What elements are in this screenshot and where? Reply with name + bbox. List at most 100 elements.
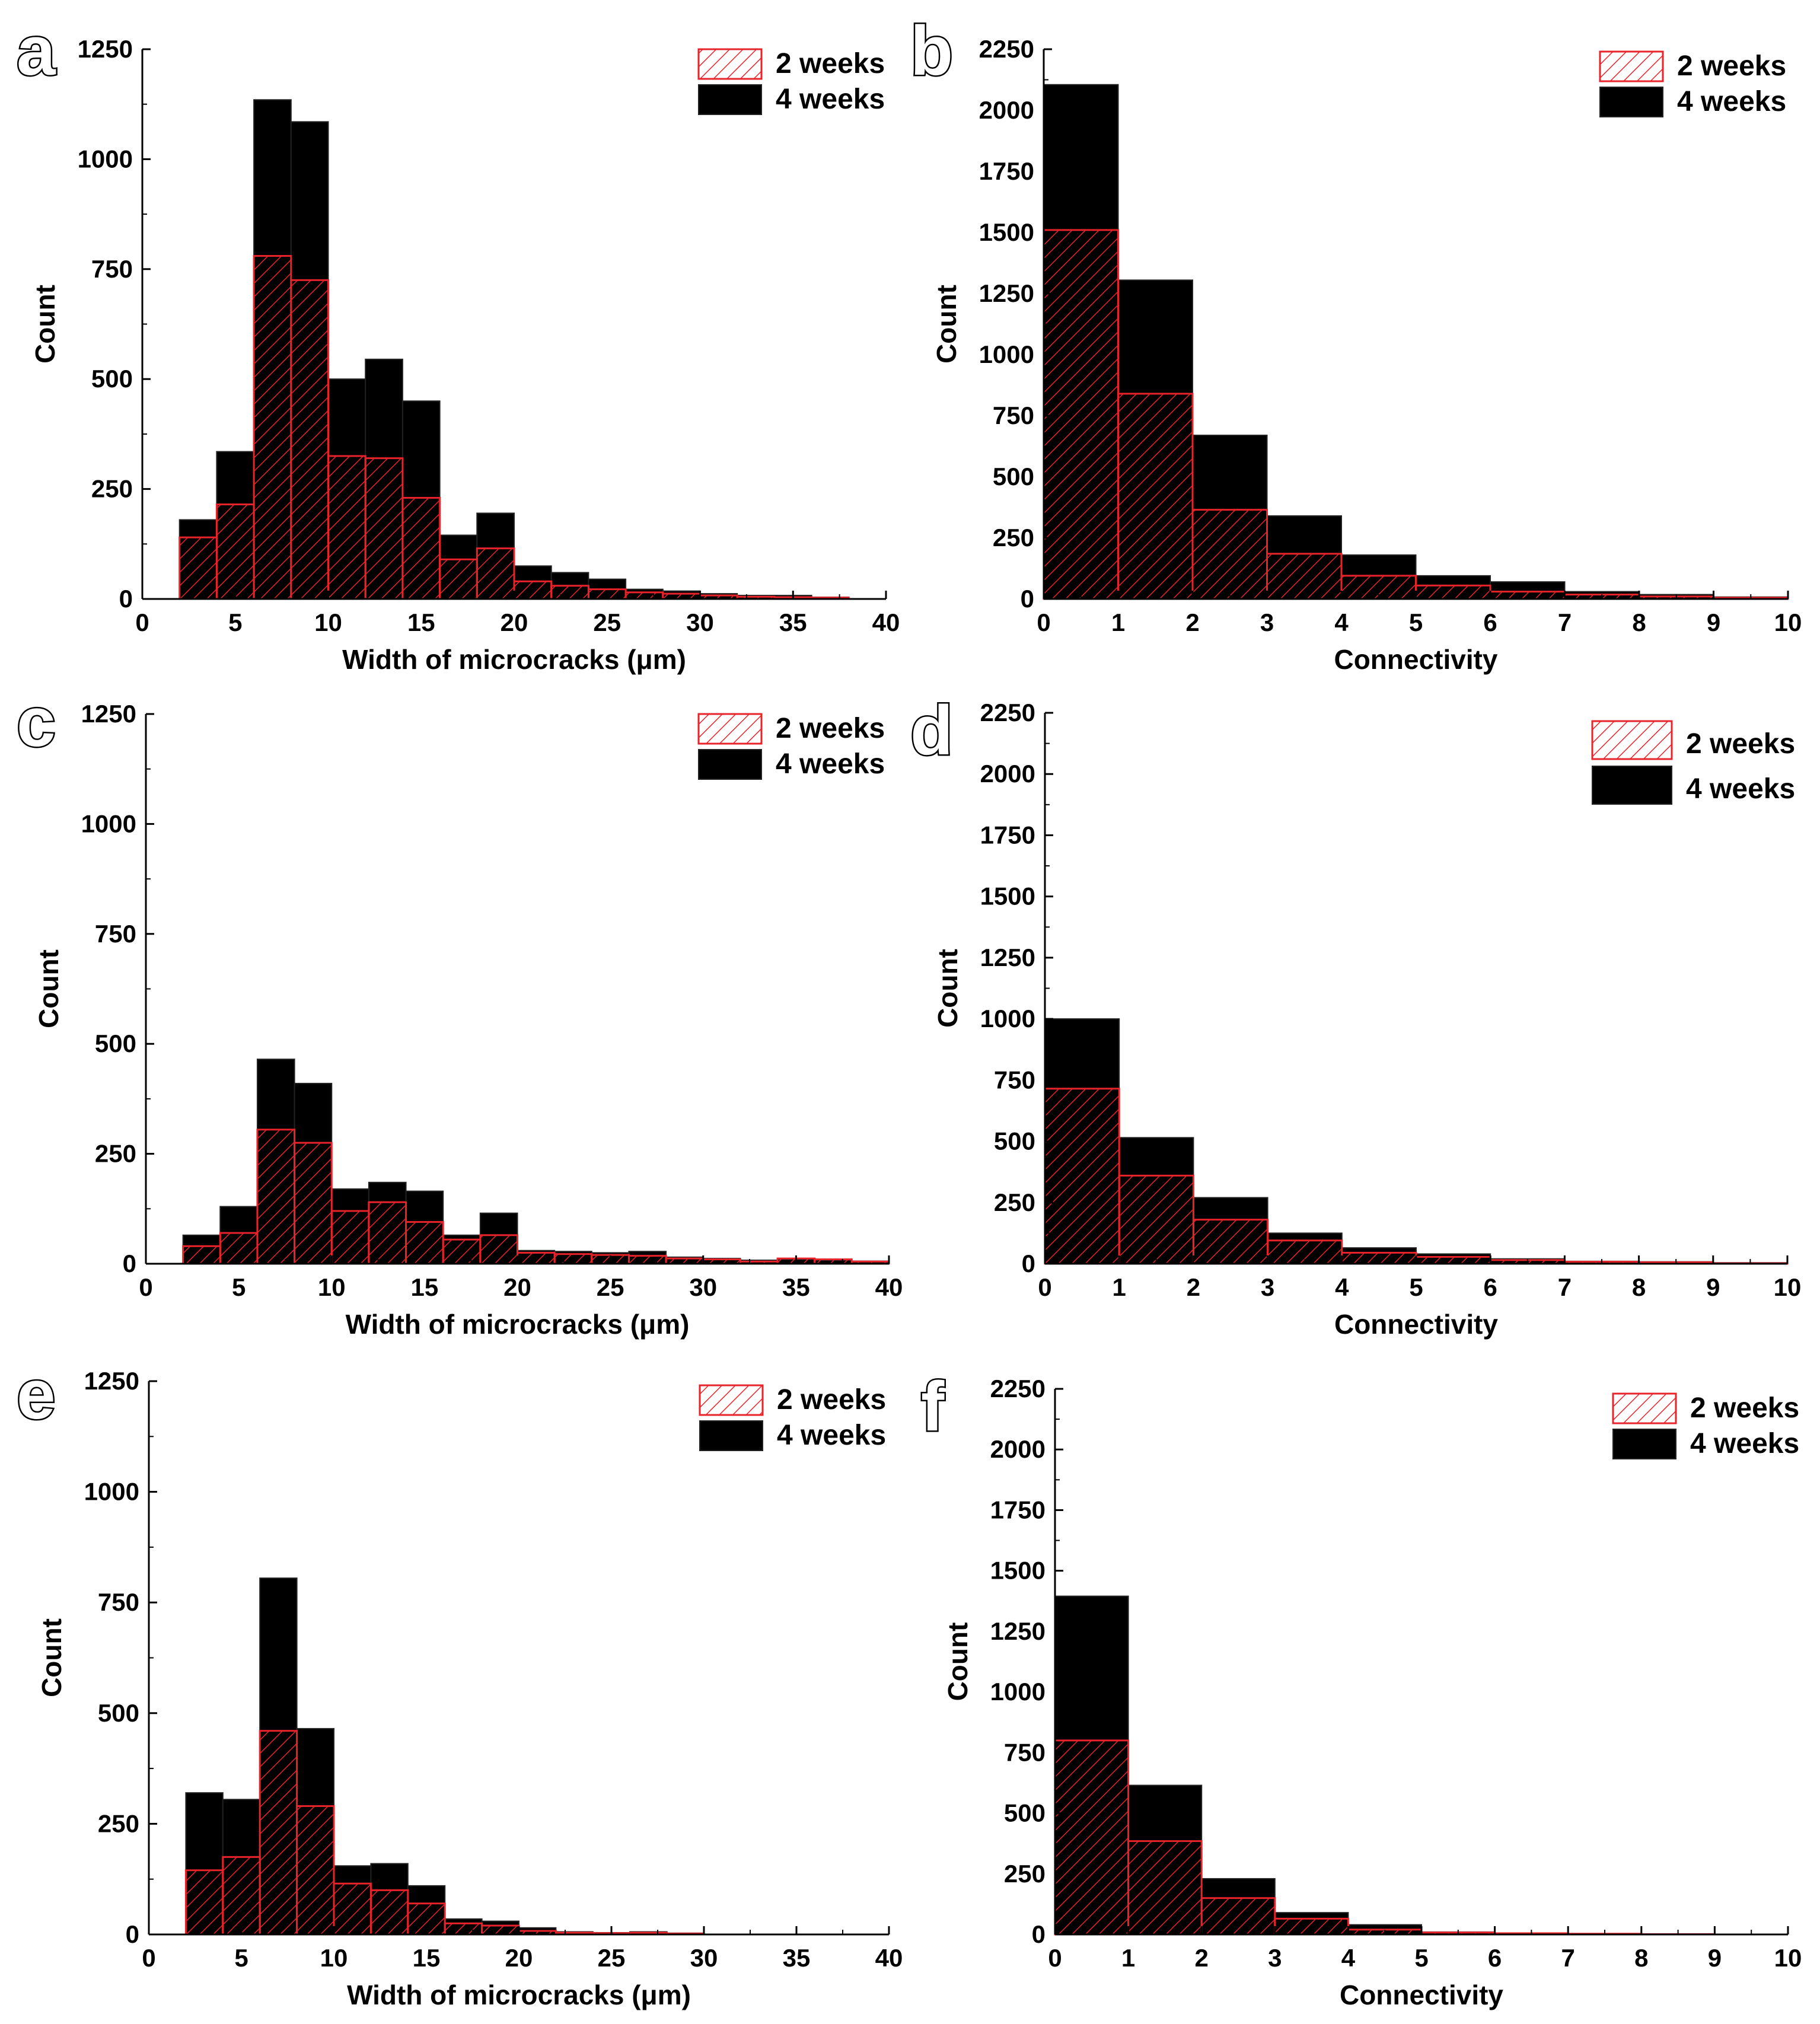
x-tick-label-b: 2: [1185, 608, 1199, 636]
legend-label-4weeks: 4 weeks: [1690, 1428, 1799, 1459]
bar-2weeks-a-8: [476, 547, 515, 600]
chart-panel-e: 0 250 500 750 1000 1250 0 5 10 15 20 25 30 35 40 Width …: [15, 1354, 903, 2011]
x-tick-label-b: 5: [1409, 608, 1423, 636]
x-tick-label-a: 25: [593, 608, 621, 636]
panel-label-e: e: [17, 1356, 56, 1434]
bar-2weeks-e-5: [369, 1889, 409, 1936]
x-axis-title-e: Width of microcracks (μm): [347, 1980, 691, 2010]
bar-2weeks-b-1: [1117, 393, 1194, 600]
y-tick-label-f: 500: [1004, 1799, 1046, 1827]
x-tick-label-c: 10: [318, 1273, 346, 1301]
bar-2weeks-e-8: [481, 1924, 520, 1936]
y-tick-label-c: 1000: [81, 809, 136, 837]
x-tick-label-d: 3: [1261, 1273, 1274, 1301]
x-axis-title-f: Connectivity: [1340, 1980, 1503, 2010]
x-axis-title-c: Width of microcracks (μm): [346, 1309, 690, 1340]
y-tick-label-d: 0: [1022, 1250, 1035, 1277]
bar-2weeks-e-2: [259, 1730, 298, 1936]
x-tick-label-f: 2: [1195, 1944, 1209, 1972]
bar-2weeks-a-1: [215, 503, 255, 600]
x-axis-title-a: Width of microcracks (μm): [342, 644, 686, 675]
y-tick-label-d: 500: [994, 1127, 1035, 1155]
x-tick-label-b: 4: [1334, 608, 1349, 636]
x-tick-label-e: 15: [413, 1944, 441, 1972]
x-tick-label-d: 9: [1706, 1273, 1720, 1301]
y-tick-label-e: 500: [98, 1699, 139, 1727]
x-axis-title-b: Connectivity: [1334, 644, 1497, 675]
y-tick-label-b: 750: [993, 401, 1034, 429]
bar-2weeks-b-3: [1266, 553, 1343, 600]
x-tick-label-c: 25: [597, 1273, 624, 1301]
x-axis-title-d: Connectivity: [1334, 1309, 1498, 1340]
x-tick-label-c: 0: [139, 1273, 152, 1301]
x-tick-label-b: 7: [1558, 608, 1572, 636]
bar-2weeks-d-2: [1192, 1219, 1269, 1265]
bar-2weeks-a-10: [550, 585, 589, 600]
x-tick-label-d: 2: [1187, 1273, 1200, 1301]
x-tick-label-b: 9: [1707, 608, 1720, 636]
bar-2weeks-a-9: [513, 580, 553, 600]
y-tick-label-e: 1250: [84, 1367, 139, 1395]
bar-2weeks-e-0: [184, 1869, 224, 1936]
panel-label-f: f: [921, 1368, 945, 1446]
x-tick-label-e: 30: [690, 1944, 718, 1972]
x-tick-label-f: 0: [1048, 1944, 1062, 1972]
legend-swatch-2weeks: [1612, 1392, 1677, 1424]
y-tick-label-c: 750: [95, 920, 136, 948]
x-tick-label-c: 15: [411, 1273, 439, 1301]
y-axis-title-e: Count: [36, 1618, 67, 1697]
bar-2weeks-c-7: [442, 1238, 482, 1265]
y-tick-label-d: 1750: [980, 821, 1035, 849]
bar-2weeks-c-12: [627, 1255, 667, 1265]
y-tick-label-a: 1000: [78, 145, 133, 173]
x-tick-label-a: 20: [501, 608, 528, 636]
y-tick-label-a: 500: [91, 365, 133, 393]
bar-2weeks-d-0: [1044, 1088, 1120, 1265]
x-tick-label-c: 5: [232, 1273, 246, 1301]
x-tick-label-f: 3: [1268, 1944, 1282, 1972]
bar-2weeks-a-12: [624, 591, 664, 600]
x-tick-label-f: 9: [1708, 1944, 1722, 1972]
y-tick-label-f: 750: [1004, 1738, 1046, 1766]
bar-2weeks-c-9: [517, 1251, 556, 1265]
legend-b: 2 weeks 4 weeks: [1599, 50, 1786, 117]
legend-swatch-2weeks: [697, 713, 763, 745]
y-tick-label-d: 1500: [980, 882, 1035, 910]
bar-2weeks-c-3: [294, 1142, 333, 1265]
chart-panel-d: 0 250 500 750 1000 1250 1500 1750 2000 2250 0 1 2 3 4 5…: [909, 690, 1802, 1340]
legend-a: 2 weeks 4 weeks: [697, 48, 885, 115]
y-tick-label-b: 1500: [979, 218, 1034, 246]
bar-2weeks-f-2: [1200, 1897, 1276, 1936]
legend-label-4weeks: 4 weeks: [777, 1420, 886, 1451]
x-tick-label-a: 35: [779, 608, 807, 636]
y-tick-label-f: 1250: [990, 1617, 1046, 1645]
x-tick-label-f: 6: [1488, 1944, 1502, 1972]
bar-2weeks-e-3: [296, 1805, 335, 1936]
x-tick-label-d: 7: [1558, 1273, 1572, 1301]
y-tick-label-d: 2000: [980, 760, 1035, 788]
x-tick-label-e: 10: [320, 1944, 348, 1972]
bar-2weeks-c-0: [182, 1245, 221, 1265]
y-tick-label-c: 500: [95, 1029, 136, 1057]
y-tick-label-a: 1250: [78, 35, 133, 63]
y-axis-title-f: Count: [942, 1623, 973, 1701]
legend-swatch-2weeks: [697, 48, 763, 80]
bar-2weeks-c-5: [368, 1201, 407, 1265]
legend-swatch-2weeks: [699, 1384, 764, 1416]
bar-2weeks-a-5: [364, 457, 404, 600]
y-tick-label-f: 1500: [990, 1557, 1046, 1585]
bar-2weeks-c-10: [553, 1253, 593, 1265]
legend-swatch-4weeks: [1599, 87, 1663, 117]
y-tick-label-d: 1000: [980, 1005, 1035, 1032]
legend-label-2weeks: 2 weeks: [777, 1384, 886, 1416]
y-tick-label-f: 2000: [990, 1435, 1046, 1463]
x-tick-label-b: 3: [1260, 608, 1274, 636]
bar-2weeks-a-0: [179, 536, 218, 600]
bar-2weeks-f-1: [1127, 1840, 1203, 1936]
x-tick-label-f: 4: [1341, 1944, 1356, 1972]
y-tick-label-f: 0: [1032, 1920, 1046, 1948]
y-tick-label-d: 250: [994, 1188, 1035, 1216]
x-tick-label-e: 25: [598, 1944, 626, 1972]
chart-panel-c: 0 250 500 750 1000 1250 0 5 10 15 20 25 30 35 40 Width …: [15, 682, 903, 1340]
